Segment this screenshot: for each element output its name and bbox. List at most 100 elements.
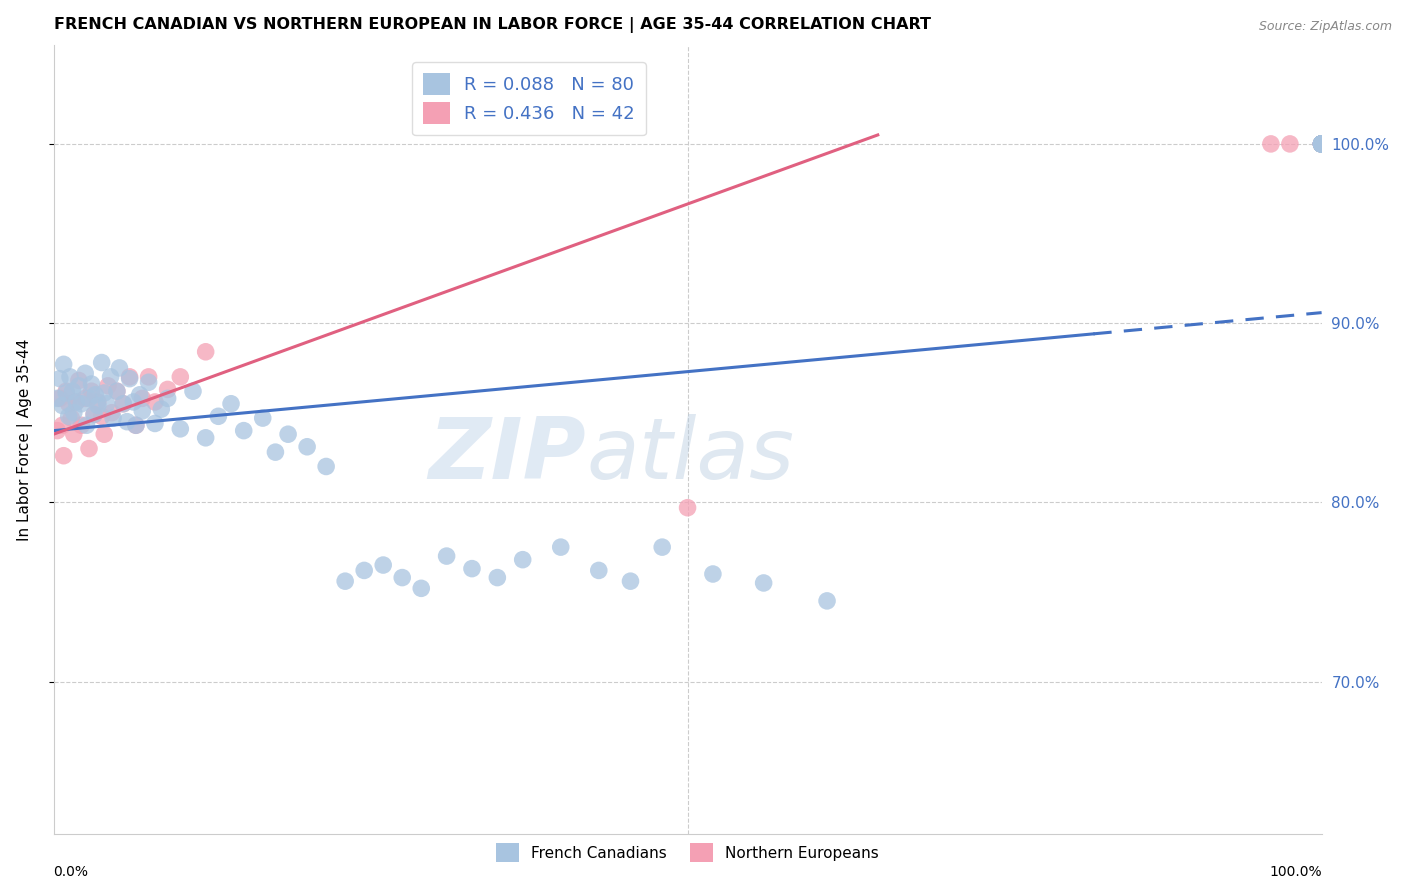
Point [87,399,110,413]
Point [51,418,73,433]
Point [80,384,103,399]
Point [100,370,122,384]
Point [676,500,699,515]
Point [58,409,80,424]
Point [1310,136,1333,151]
Point [55,386,77,401]
Point [1310,136,1333,151]
Point [1310,136,1333,151]
Point [232,424,254,438]
Point [75,392,97,406]
Legend: French Canadians, Northern Europeans: French Canadians, Northern Europeans [488,836,887,870]
Point [77,392,100,406]
Point [90,409,112,424]
Point [207,409,229,424]
Point [112,397,135,411]
Point [77,442,100,456]
Point [194,431,217,445]
Point [1310,136,1333,151]
Point [112,397,135,411]
Point [65,395,87,409]
Point [264,445,287,459]
Point [373,558,395,572]
Point [62,384,84,399]
Point [138,370,160,384]
Point [49,372,72,386]
Point [60,411,83,425]
Point [67,379,90,393]
Point [512,552,534,566]
Point [169,422,191,436]
Point [1310,136,1333,151]
Point [84,388,107,402]
Point [461,561,484,575]
Point [1310,136,1333,151]
Point [51,399,73,413]
Point [138,376,160,390]
Point [105,384,128,399]
Point [333,574,356,589]
Point [118,370,141,384]
Point [49,392,72,406]
Point [1310,136,1333,151]
Point [1310,136,1333,151]
Point [1310,136,1333,151]
Point [93,427,115,442]
Text: ZIP: ZIP [429,414,586,497]
Point [52,357,75,371]
Point [1310,136,1333,151]
Point [1310,136,1333,151]
Point [46,392,69,406]
Point [128,388,150,402]
Point [1310,136,1333,151]
Point [156,383,179,397]
Point [131,404,153,418]
Point [143,395,166,409]
Point [93,386,115,401]
Point [96,397,118,411]
Point [80,377,103,392]
Point [1310,136,1333,151]
Point [436,549,458,563]
Point [58,397,80,411]
Point [1310,136,1333,151]
Point [105,384,128,399]
Point [59,370,82,384]
Point [46,424,69,438]
Point [122,395,145,409]
Point [101,406,124,420]
Point [1278,136,1301,151]
Point [101,411,124,425]
Point [702,567,724,582]
Point [815,594,838,608]
Point [252,411,274,425]
Point [1310,136,1333,151]
Point [83,408,105,422]
Point [1310,136,1333,151]
Text: atlas: atlas [586,414,794,497]
Point [70,397,93,411]
Point [70,418,93,433]
Point [125,418,148,433]
Y-axis label: In Labor Force | Age 35-44: In Labor Force | Age 35-44 [17,338,32,541]
Point [1310,136,1333,151]
Point [315,459,337,474]
Point [219,397,242,411]
Point [62,427,84,442]
Text: 100.0%: 100.0% [1270,865,1322,880]
Point [353,563,375,577]
Point [55,384,77,399]
Point [97,379,120,393]
Point [83,408,105,422]
Point [125,418,148,433]
Point [277,427,299,442]
Point [295,440,318,454]
Point [1310,136,1333,151]
Point [62,406,84,420]
Point [1310,136,1333,151]
Point [1310,136,1333,151]
Point [169,370,191,384]
Point [118,372,141,386]
Point [90,355,112,369]
Point [87,395,110,409]
